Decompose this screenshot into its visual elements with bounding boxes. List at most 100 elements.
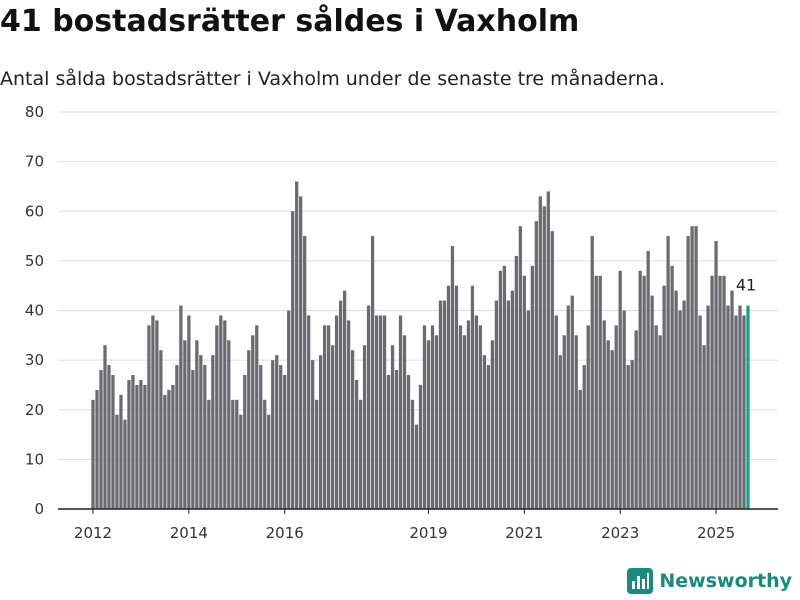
bar <box>323 325 327 509</box>
bar <box>542 206 546 509</box>
bar <box>227 340 231 509</box>
bar <box>91 399 95 509</box>
chart-subtitle: Antal sålda bostadsrätter i Vaxholm unde… <box>0 68 665 90</box>
bar <box>155 320 159 509</box>
bar <box>382 315 387 509</box>
bar <box>311 360 315 509</box>
bar <box>634 330 638 509</box>
bar <box>554 315 558 509</box>
bar <box>267 414 271 509</box>
bar <box>95 389 99 509</box>
bar <box>738 305 742 509</box>
bar <box>694 226 698 509</box>
bar <box>215 325 219 509</box>
bar <box>602 320 606 509</box>
bar <box>107 365 111 509</box>
bar <box>550 231 554 509</box>
bar <box>231 399 235 509</box>
bar <box>518 226 522 509</box>
bar <box>578 389 582 509</box>
bar <box>678 310 682 509</box>
bar <box>259 365 263 509</box>
bar <box>327 325 331 509</box>
bar <box>566 305 570 509</box>
bar <box>183 340 187 509</box>
bar <box>510 290 514 509</box>
bar <box>546 191 550 509</box>
bar <box>410 399 415 509</box>
bar <box>590 236 594 509</box>
bar <box>466 320 471 509</box>
bar <box>315 399 319 509</box>
bar <box>135 384 139 509</box>
bar <box>167 389 171 509</box>
bar <box>179 305 183 509</box>
bar <box>187 315 191 509</box>
bar <box>283 375 287 509</box>
bar <box>698 315 702 509</box>
bar <box>127 379 131 509</box>
chart-title: 41 bostadsrätter såldes i Vaxholm <box>0 4 580 39</box>
bar <box>506 300 510 509</box>
bar <box>618 270 622 509</box>
bar <box>295 181 299 509</box>
bar <box>223 320 227 509</box>
brand-name: Newsworthy <box>659 570 792 592</box>
bar <box>482 355 487 509</box>
bar <box>147 325 151 509</box>
bar <box>247 350 251 509</box>
bar <box>674 290 678 509</box>
bar <box>498 270 503 509</box>
bar <box>378 315 383 509</box>
bar <box>734 315 738 509</box>
bar <box>299 196 303 510</box>
bar <box>702 345 706 509</box>
bar <box>386 375 391 509</box>
bar <box>654 325 658 509</box>
y-tick-label: 30 <box>25 351 44 369</box>
bar <box>638 270 642 509</box>
bar <box>562 335 566 509</box>
bar <box>418 384 423 509</box>
bar <box>426 340 431 509</box>
bar <box>622 310 626 509</box>
bar <box>718 275 722 509</box>
bar <box>171 384 175 509</box>
bar <box>606 340 610 509</box>
bar <box>263 399 267 509</box>
bar <box>626 365 630 509</box>
bar <box>279 365 283 509</box>
bar <box>211 355 215 509</box>
bar <box>303 236 307 509</box>
bar <box>275 355 279 509</box>
bar <box>650 295 654 509</box>
bar <box>742 315 746 509</box>
bar <box>374 315 379 509</box>
bar <box>207 399 211 509</box>
bar <box>175 365 179 509</box>
bar <box>330 345 335 509</box>
bar <box>670 265 674 509</box>
bar <box>682 300 686 509</box>
x-tick-label: 2016 <box>266 524 304 542</box>
bar <box>714 241 718 509</box>
bar <box>243 375 247 509</box>
bar <box>338 300 343 509</box>
bar <box>486 365 491 509</box>
bar <box>614 325 618 509</box>
bar <box>143 384 147 509</box>
bar <box>191 370 195 509</box>
bar <box>398 315 403 509</box>
bar <box>159 350 163 509</box>
bar <box>119 394 123 509</box>
bar <box>103 345 107 509</box>
bar <box>594 275 598 509</box>
bar <box>203 365 207 509</box>
bar <box>430 325 435 509</box>
bar <box>722 275 726 509</box>
bar <box>598 275 602 509</box>
bar <box>346 320 351 509</box>
bar <box>307 315 311 509</box>
bar <box>474 315 479 509</box>
bar <box>522 275 526 509</box>
